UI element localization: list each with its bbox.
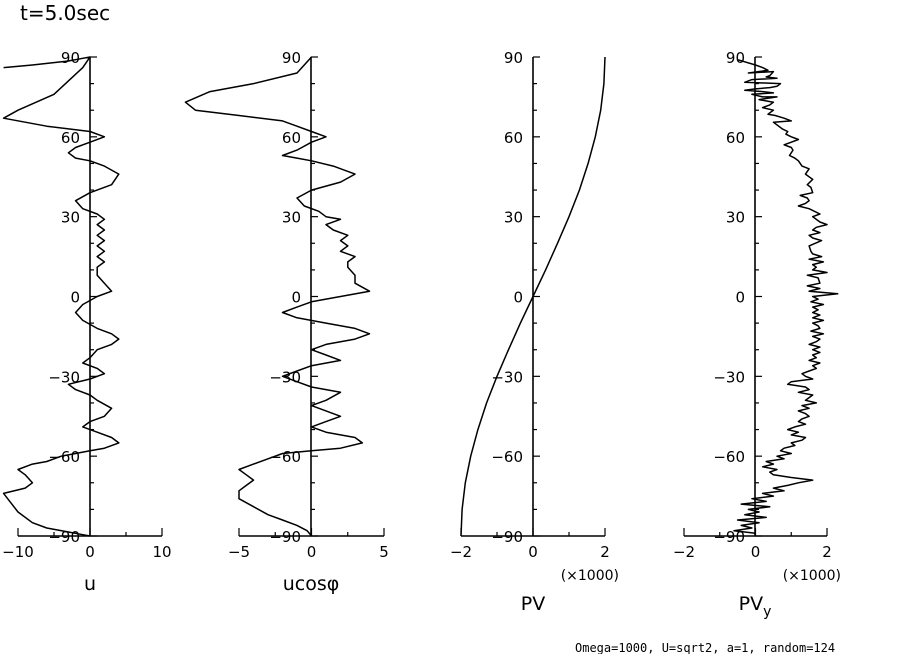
y-tick-label: −30 bbox=[713, 368, 745, 386]
y-tick-label: 90 bbox=[726, 49, 745, 67]
y-tick-label: 90 bbox=[282, 49, 301, 67]
y-tick-label: 30 bbox=[61, 209, 80, 227]
x-axis-label: PV bbox=[521, 593, 545, 615]
x-tick-label: 2 bbox=[822, 543, 832, 561]
x-tick-label: −10 bbox=[2, 543, 34, 561]
y-tick-label: 0 bbox=[513, 289, 523, 307]
y-tick-label: −60 bbox=[48, 448, 80, 466]
y-tick-label: 30 bbox=[282, 209, 301, 227]
y-tick-label: 30 bbox=[504, 209, 523, 227]
y-tick-label: −60 bbox=[491, 448, 523, 466]
y-tick-label: −30 bbox=[48, 368, 80, 386]
x-tick-label: 0 bbox=[528, 543, 538, 561]
x-unit-label: (×1000) bbox=[783, 568, 841, 584]
series-line-ucos bbox=[184, 56, 371, 537]
y-tick-label: 60 bbox=[504, 129, 523, 147]
x-tick-label: 0 bbox=[751, 543, 761, 561]
x-tick-label: 5 bbox=[379, 543, 389, 561]
y-tick-label: 0 bbox=[291, 289, 301, 307]
y-tick-label: 60 bbox=[726, 129, 745, 147]
x-tick-label: −5 bbox=[228, 543, 250, 561]
y-tick-label: 30 bbox=[726, 209, 745, 227]
x-axis-label: u bbox=[84, 573, 96, 595]
x-tick-label: 10 bbox=[152, 543, 171, 561]
y-tick-label: 60 bbox=[61, 129, 80, 147]
x-tick-label: −2 bbox=[450, 543, 472, 561]
y-tick-label: −90 bbox=[269, 528, 301, 546]
footer-parameters: Omega=1000, U=sqrt2, a=1, random=124 bbox=[575, 641, 835, 654]
y-tick-label: −60 bbox=[713, 448, 745, 466]
y-tick-label: −90 bbox=[491, 528, 523, 546]
x-axis-label: ucosφ bbox=[283, 573, 340, 595]
y-tick-label: 0 bbox=[735, 289, 745, 307]
x-tick-label: 0 bbox=[85, 543, 95, 561]
x-tick-label: 0 bbox=[307, 543, 317, 561]
x-tick-label: −2 bbox=[673, 543, 695, 561]
x-unit-label: (×1000) bbox=[561, 568, 619, 584]
y-tick-label: 90 bbox=[61, 49, 80, 67]
y-tick-label: 60 bbox=[282, 129, 301, 147]
series-line-u bbox=[2, 56, 120, 537]
series-line-pv bbox=[460, 56, 606, 537]
y-tick-label: −90 bbox=[713, 528, 745, 546]
x-axis-label-subscript: y bbox=[763, 604, 771, 620]
y-tick-label: 0 bbox=[70, 289, 80, 307]
x-axis-label: PVy bbox=[739, 593, 772, 620]
x-tick-label: 2 bbox=[600, 543, 610, 561]
panel-pvy: 90 60 30 0 −30 −60 −90 −2 0 2 (×1000) PVy bbox=[673, 49, 841, 620]
y-tick-label: 90 bbox=[504, 49, 523, 67]
series-line-pvy bbox=[733, 58, 839, 535]
figure-title: t=5.0sec bbox=[20, 1, 110, 25]
